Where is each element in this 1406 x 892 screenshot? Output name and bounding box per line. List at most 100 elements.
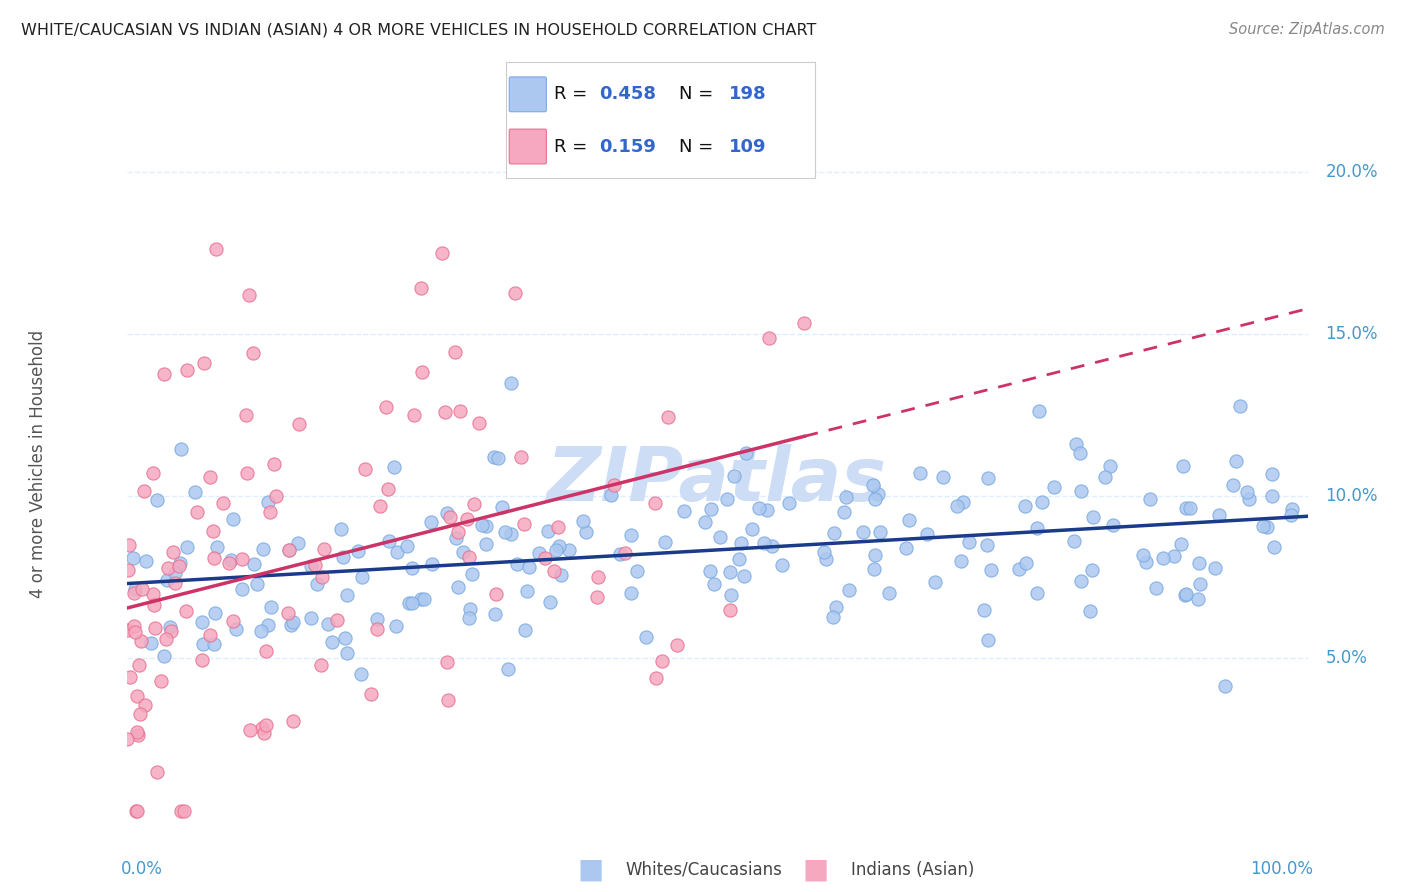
Point	[475, 537, 498, 551]
Point	[838, 583, 860, 598]
Point	[915, 526, 938, 541]
Point	[1132, 548, 1154, 562]
Point	[173, 804, 195, 818]
Point	[980, 562, 1002, 576]
Point	[1014, 499, 1036, 513]
Point	[534, 551, 557, 566]
Point	[718, 603, 741, 617]
Point	[602, 477, 624, 491]
Point	[332, 550, 354, 565]
Point	[159, 624, 181, 638]
Point	[752, 536, 775, 550]
Point	[1178, 500, 1201, 515]
Point	[354, 462, 377, 476]
Point	[436, 692, 458, 706]
Point	[398, 596, 420, 610]
Point	[128, 657, 150, 672]
Point	[382, 459, 405, 474]
Point	[176, 540, 198, 554]
Point	[574, 525, 596, 540]
Point	[1189, 577, 1212, 591]
Point	[458, 549, 481, 564]
Point	[304, 558, 326, 573]
Point	[946, 499, 969, 513]
Point	[770, 558, 793, 573]
Point	[1256, 520, 1278, 534]
Point	[436, 655, 458, 669]
Point	[186, 505, 208, 519]
Point	[439, 509, 461, 524]
Point	[761, 539, 783, 553]
Point	[311, 570, 333, 584]
Point	[484, 607, 506, 622]
Point	[118, 538, 141, 552]
Point	[256, 618, 278, 632]
Point	[278, 542, 301, 557]
Point	[626, 564, 648, 578]
Point	[436, 506, 458, 520]
Point	[793, 316, 815, 330]
Point	[153, 368, 176, 382]
Point	[976, 538, 998, 552]
Point	[162, 545, 184, 559]
Point	[457, 611, 479, 625]
Point	[1064, 436, 1087, 450]
Point	[505, 285, 527, 300]
Text: Whites/Caucasians: Whites/Caucasians	[626, 861, 783, 879]
Point	[1008, 562, 1031, 576]
Text: 198: 198	[728, 86, 766, 103]
Point	[1069, 446, 1091, 460]
Point	[1135, 554, 1157, 568]
Point	[122, 585, 145, 599]
Point	[636, 630, 658, 644]
Point	[447, 580, 470, 594]
Point	[460, 602, 482, 616]
Point	[700, 502, 723, 516]
Point	[456, 512, 478, 526]
Point	[309, 657, 332, 672]
Point	[1094, 470, 1116, 484]
Point	[366, 612, 388, 626]
Point	[204, 242, 226, 256]
Point	[155, 632, 177, 646]
Point	[1188, 556, 1211, 570]
Point	[977, 632, 1000, 647]
Point	[1070, 483, 1092, 498]
Text: 5.0%: 5.0%	[1326, 649, 1367, 667]
Point	[263, 457, 285, 471]
Point	[336, 646, 359, 660]
Point	[198, 469, 221, 483]
Point	[124, 624, 146, 639]
Point	[1102, 517, 1125, 532]
Point	[222, 614, 245, 628]
Point	[134, 698, 156, 712]
Point	[1015, 556, 1038, 570]
Point	[281, 615, 304, 630]
Point	[254, 717, 277, 731]
Point	[486, 450, 509, 465]
Point	[127, 804, 149, 818]
Point	[401, 561, 423, 575]
Point	[176, 363, 198, 377]
Point	[600, 487, 623, 501]
Point	[350, 667, 373, 681]
Point	[1173, 459, 1195, 474]
Point	[1144, 581, 1167, 595]
Point	[131, 582, 153, 597]
Text: N =: N =	[679, 86, 720, 103]
Text: Indians (Asian): Indians (Asian)	[851, 861, 974, 879]
Text: R =: R =	[554, 137, 593, 155]
Point	[924, 575, 946, 590]
Point	[1031, 494, 1053, 508]
Point	[527, 546, 550, 560]
Point	[494, 525, 516, 540]
Point	[218, 556, 240, 570]
Point	[460, 566, 482, 581]
Point	[863, 561, 886, 575]
Point	[547, 520, 569, 534]
Point	[496, 662, 519, 676]
Point	[432, 245, 454, 260]
Point	[463, 497, 485, 511]
Point	[730, 536, 752, 550]
Point	[443, 345, 465, 359]
